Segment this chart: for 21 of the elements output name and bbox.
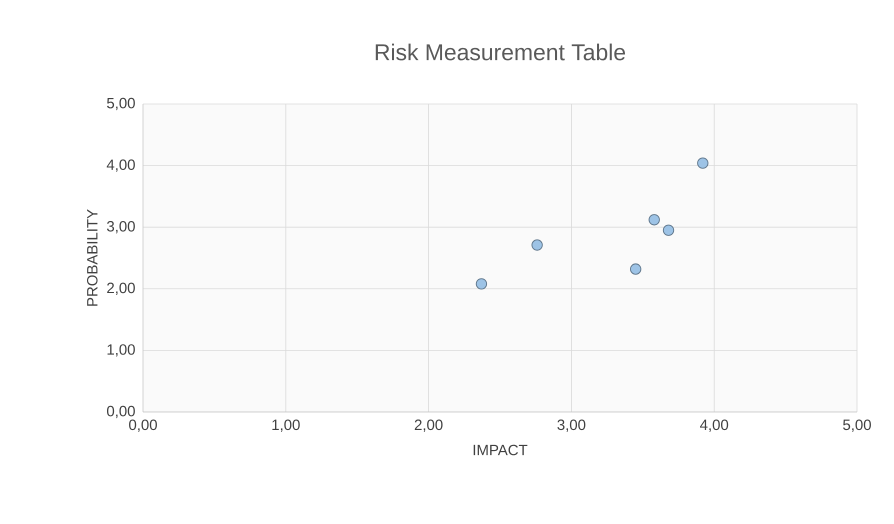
x-tick-label: 4,00 xyxy=(700,420,728,432)
x-axis-title: IMPACT xyxy=(474,444,528,456)
chart-title: Risk Measurement Table xyxy=(376,44,626,60)
y-axis-title: PROBABILITY xyxy=(86,209,98,306)
y-tick-label: 2,00 xyxy=(107,282,135,295)
x-tick-label: 3,00 xyxy=(557,420,586,432)
x-tick-label: 0,00 xyxy=(129,420,157,432)
point xyxy=(476,278,488,290)
y-tick-label: 1,00 xyxy=(108,344,135,357)
point xyxy=(531,239,543,251)
point xyxy=(697,157,708,169)
y-tick-label: 3,00 xyxy=(106,221,135,234)
x-tick-label: 2,00 xyxy=(414,420,443,432)
point xyxy=(630,263,642,275)
point xyxy=(662,224,674,236)
y-tick-label: 5,00 xyxy=(107,98,135,110)
x-tick-label: 5,00 xyxy=(843,420,871,432)
point xyxy=(648,214,660,226)
y-tick-label: 0,00 xyxy=(106,406,135,418)
y-tick-label: 4,00 xyxy=(106,159,135,172)
x-tick-label: 1,00 xyxy=(272,420,300,432)
